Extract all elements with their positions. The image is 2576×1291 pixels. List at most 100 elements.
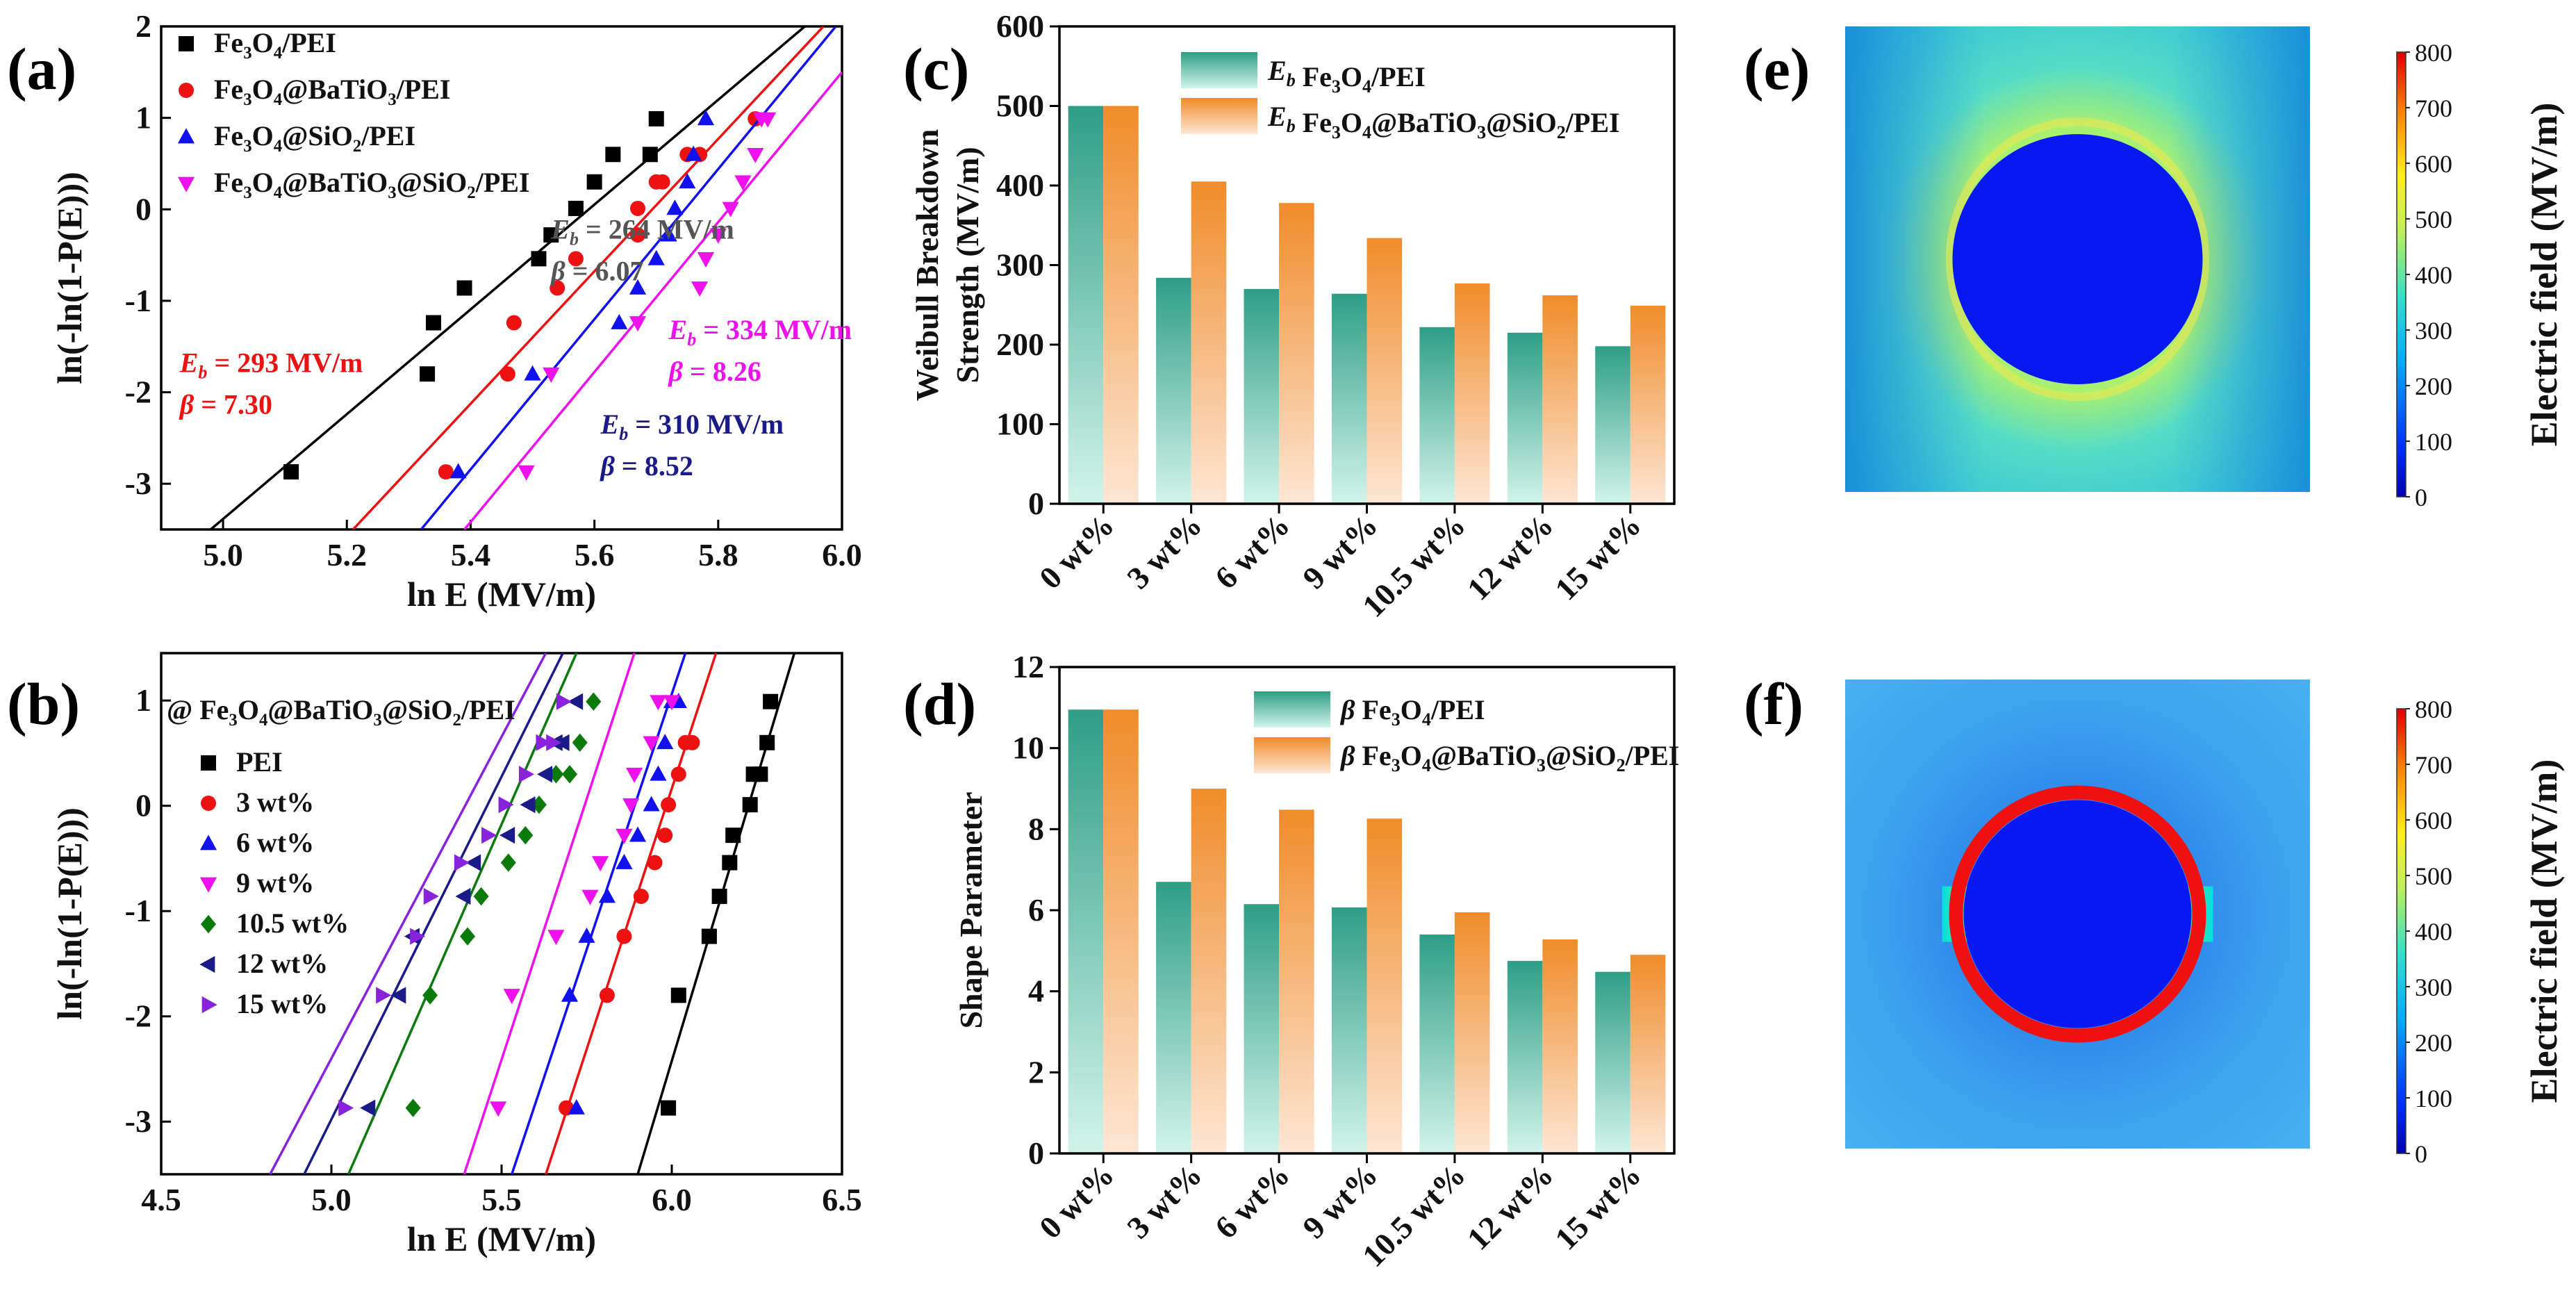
y-tick-label: 400 — [996, 167, 1044, 203]
legend-marker — [177, 176, 195, 192]
data-point — [568, 693, 584, 710]
data-point — [592, 856, 609, 872]
x-tick-label: 6.0 — [822, 537, 862, 573]
data-point — [661, 797, 677, 813]
y-tick-label: 600 — [996, 8, 1044, 44]
y-tick-label: -3 — [125, 1103, 151, 1139]
colorbar-tick-label: 0 — [2415, 484, 2427, 511]
data-point — [376, 987, 392, 1004]
data-point — [547, 930, 565, 946]
bar-orange — [1454, 283, 1490, 504]
y-tick-label: 100 — [996, 406, 1044, 442]
data-point — [500, 853, 516, 872]
data-point — [572, 733, 588, 752]
colorbar-tick-label: 300 — [2415, 317, 2452, 345]
legend-label: 3 wt% — [236, 787, 314, 818]
legend-label: Fe3O4@BaTiO3/PEI — [214, 74, 450, 109]
data-point — [426, 315, 441, 331]
data-point — [650, 765, 667, 781]
colorbar-tick-label: 0 — [2415, 1140, 2427, 1168]
bar-orange — [1103, 106, 1139, 504]
series-layer — [210, 26, 842, 529]
data-point — [518, 465, 535, 481]
data-point — [685, 145, 702, 161]
bar-orange — [1630, 305, 1666, 504]
data-point — [633, 889, 649, 904]
data-point — [499, 827, 515, 844]
y-tick-label: 1 — [135, 682, 151, 718]
legend-label: 12 wt% — [236, 948, 328, 979]
data-point — [643, 736, 660, 752]
data-point — [742, 797, 758, 813]
data-point — [568, 251, 584, 267]
legend-marker — [201, 914, 216, 934]
legend-marker — [201, 755, 216, 771]
data-point — [460, 927, 475, 946]
data-point — [759, 734, 775, 750]
data-point — [697, 110, 715, 126]
data-point — [498, 796, 514, 814]
data-point — [657, 734, 674, 750]
y-tick-label: 0 — [1028, 1135, 1044, 1171]
series-15 wt% — [269, 653, 572, 1174]
data-point — [722, 202, 739, 217]
data-point — [546, 734, 562, 751]
legend-marker — [179, 83, 194, 98]
legend-label: Eb Fe3O4@BaTiO3@SiO2/PEI — [1267, 101, 1620, 142]
y-tick-label: -2 — [125, 998, 151, 1034]
data-point — [670, 766, 686, 782]
y-tick-label: -3 — [125, 466, 151, 501]
legend-label: 10.5 wt% — [236, 907, 349, 939]
data-point — [438, 464, 454, 480]
legend-marker — [199, 955, 215, 973]
plot-a: 5.0 5.2 5.4 5.6 5.8 6.0 -3 -2 -1 0 1 2 ln E (MV/m) ln… — [50, 8, 862, 614]
bar-teal — [1068, 709, 1104, 1153]
data-point — [630, 227, 645, 243]
bar-orange — [1367, 819, 1403, 1153]
colorbar-tick-label: 600 — [2415, 807, 2452, 834]
data-point — [520, 796, 536, 814]
y-tick-label: 8 — [1028, 811, 1044, 846]
legend-label: Fe3O4/PEI — [214, 27, 336, 63]
legend-swatch — [1181, 98, 1257, 134]
y-tick-label: 10 — [1012, 730, 1044, 766]
data-point — [599, 987, 615, 1003]
x-tick-label: 4.5 — [141, 1182, 181, 1217]
panel-label-a: (a) — [7, 35, 76, 102]
x-axis-label: ln E (MV/m) — [407, 575, 596, 614]
series-Fe3O4@BaTiO3/PEI — [352, 26, 825, 529]
bar-teal — [1156, 277, 1191, 504]
legend-label: Fe3O4@SiO2/PEI — [214, 120, 415, 156]
data-point — [734, 175, 752, 191]
data-point — [283, 464, 299, 480]
plot-e: 0 100 200 300 400 500 600 700 800 Electric field … — [1845, 26, 2565, 511]
data-point — [660, 226, 677, 242]
eb-annotation: Eb = 310 MV/m — [600, 409, 784, 444]
colorbar-tick-label: 500 — [2415, 206, 2452, 233]
legend-swatch — [1181, 52, 1257, 88]
data-point — [670, 987, 686, 1003]
colorbar-title: Electric field (MV/m) — [2523, 759, 2565, 1103]
x-tick-label: 5.5 — [481, 1182, 522, 1217]
y-tick-label: 0 — [135, 788, 151, 823]
data-point — [550, 280, 565, 296]
bar-orange — [1191, 181, 1227, 504]
colorbar-tick-label: 200 — [2415, 372, 2452, 400]
legend-label: 15 wt% — [236, 988, 328, 1019]
category-label: 12 wt% — [1460, 507, 1560, 607]
series-Fe3O4@SiO2/PEI — [420, 26, 837, 529]
legend-swatch — [1254, 691, 1330, 727]
x-tick-label: 5.4 — [451, 537, 491, 573]
series-PEI — [636, 653, 796, 1174]
data-point — [626, 767, 643, 783]
x-axis-label: ln E (MV/m) — [407, 1219, 596, 1258]
data-point — [568, 200, 584, 216]
beta-annotation: β = 8.26 — [668, 356, 761, 387]
data-point — [679, 173, 696, 189]
fit-line — [347, 653, 578, 1174]
y-tick-label: 4 — [1028, 973, 1044, 1009]
bar-teal — [1595, 346, 1630, 504]
plot-b: 4.5 5.0 5.5 6.0 6.5 -3 -2 -1 0 1 ln E (MV/m) ln(-ln… — [50, 652, 862, 1258]
beta-annotation: β = 8.52 — [600, 450, 693, 482]
panel-label-c: (c) — [903, 35, 969, 102]
